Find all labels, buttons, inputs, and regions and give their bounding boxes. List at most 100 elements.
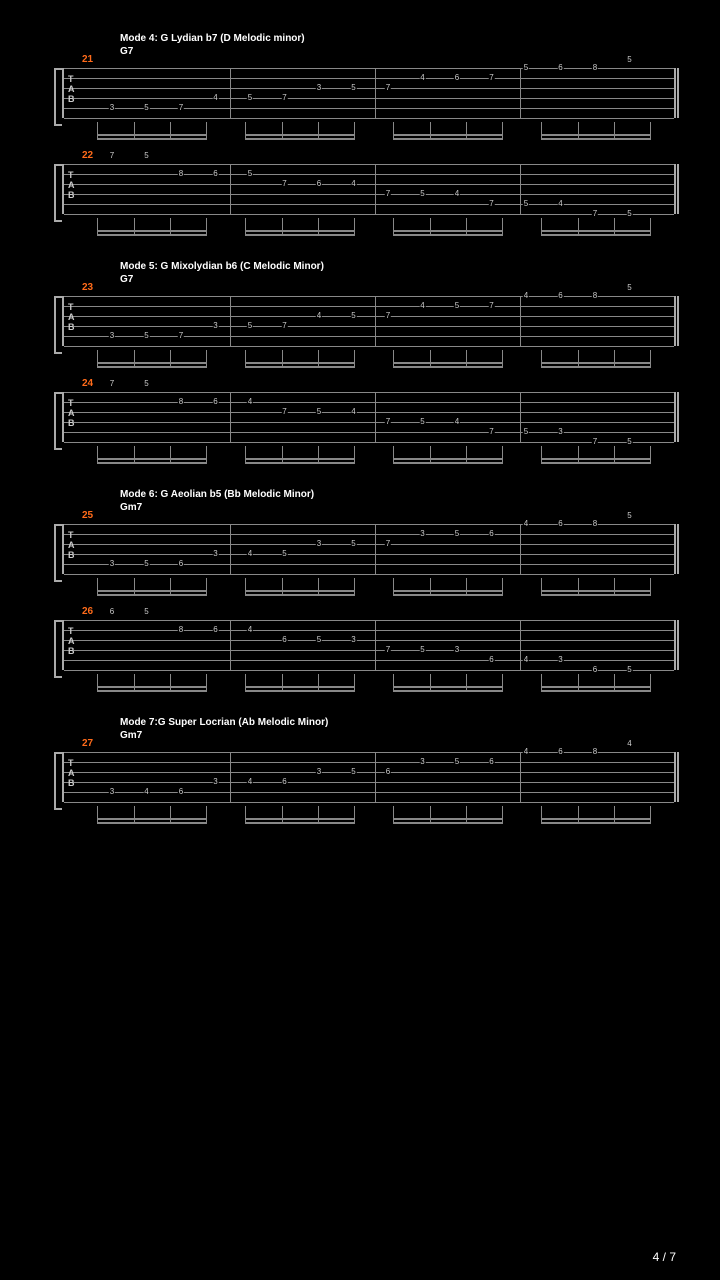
beam-group xyxy=(245,674,354,692)
mode-section: Mode 7:G Super Locrian (Ab Melodic Minor… xyxy=(44,716,676,810)
beam-group xyxy=(97,446,206,464)
fret-number: 5 xyxy=(523,428,529,436)
fret-number: 4 xyxy=(316,312,322,320)
tab-string xyxy=(64,164,674,165)
fret-number: 4 xyxy=(350,408,356,416)
tab-staff: TAB3574573574675685 xyxy=(62,68,676,118)
fret-number: 6 xyxy=(281,636,287,644)
fret-number: 4 xyxy=(523,292,529,300)
tab-string xyxy=(64,660,674,661)
barline xyxy=(375,620,376,670)
staff-bracket xyxy=(54,620,62,678)
fret-number: 3 xyxy=(316,84,322,92)
measure-number: 26 xyxy=(82,606,93,617)
barline xyxy=(375,296,376,346)
fret-number: 4 xyxy=(350,180,356,188)
tab-string xyxy=(64,762,674,763)
tab-string xyxy=(64,432,674,433)
measure-number: 24 xyxy=(82,378,93,389)
tab-string xyxy=(64,640,674,641)
fret-number: 7 xyxy=(281,180,287,188)
barline xyxy=(375,524,376,574)
tab-string xyxy=(64,772,674,773)
fret-number: 7 xyxy=(178,104,184,112)
measure-number: 21 xyxy=(82,54,93,65)
beam-group xyxy=(245,446,354,464)
fret-number: 6 xyxy=(592,666,598,674)
fret-number: 6 xyxy=(212,626,218,634)
fret-number: 7 xyxy=(281,94,287,102)
beam-group xyxy=(245,122,354,140)
fret-number: 3 xyxy=(557,656,563,664)
fret-number: 5 xyxy=(143,380,149,388)
fret-number: 3 xyxy=(454,646,460,654)
tab-string xyxy=(64,752,674,753)
tab-string xyxy=(64,442,674,443)
fret-number: 3 xyxy=(316,540,322,548)
fret-number: 4 xyxy=(143,788,149,796)
fret-number: 6 xyxy=(178,560,184,568)
tab-string xyxy=(64,346,674,347)
fret-number: 4 xyxy=(419,74,425,82)
fret-number: 5 xyxy=(247,94,253,102)
fret-number: 7 xyxy=(488,302,494,310)
tab-string xyxy=(64,214,674,215)
fret-number: 4 xyxy=(626,740,632,748)
mode-title: Mode 5: G Mixolydian b6 (C Melodic Minor… xyxy=(120,260,676,273)
fret-number: 4 xyxy=(419,302,425,310)
fret-number: 5 xyxy=(626,666,632,674)
fret-number: 6 xyxy=(212,398,218,406)
tab-staff: TAB3463463563564684 xyxy=(62,752,676,802)
barline xyxy=(520,752,521,802)
fret-number: 6 xyxy=(488,758,494,766)
tab-string xyxy=(64,650,674,651)
barline xyxy=(520,164,521,214)
barline xyxy=(375,392,376,442)
tab-string xyxy=(64,670,674,671)
fret-number: 3 xyxy=(316,768,322,776)
beam-group xyxy=(97,674,206,692)
fret-number: 3 xyxy=(350,636,356,644)
mode-header: Mode 4: G Lydian b7 (D Melodic minor)G7 xyxy=(120,32,676,58)
fret-number: 3 xyxy=(557,428,563,436)
fret-number: 3 xyxy=(419,530,425,538)
tab-string xyxy=(64,108,674,109)
beam-group xyxy=(393,578,502,596)
fret-number: 8 xyxy=(592,292,598,300)
fret-number: 4 xyxy=(523,656,529,664)
tab-string xyxy=(64,534,674,535)
tab-string xyxy=(64,194,674,195)
tab-string xyxy=(64,118,674,119)
tab-string xyxy=(64,326,674,327)
fret-number: 5 xyxy=(143,560,149,568)
barline xyxy=(230,524,231,574)
fret-number: 4 xyxy=(523,520,529,528)
staff-bracket xyxy=(54,752,62,810)
mode-header: Mode 7:G Super Locrian (Ab Melodic Minor… xyxy=(120,716,676,742)
fret-number: 4 xyxy=(212,94,218,102)
fret-number: 7 xyxy=(592,210,598,218)
fret-number: 5 xyxy=(454,302,460,310)
fret-number: 5 xyxy=(143,608,149,616)
beam-group xyxy=(541,674,650,692)
beam-group xyxy=(541,218,650,236)
fret-number: 7 xyxy=(385,540,391,548)
fret-number: 7 xyxy=(488,200,494,208)
fret-number: 4 xyxy=(247,550,253,558)
fret-number: 6 xyxy=(212,170,218,178)
staff-bracket xyxy=(54,296,62,354)
fret-number: 5 xyxy=(350,768,356,776)
fret-number: 5 xyxy=(281,550,287,558)
mode-title: Mode 4: G Lydian b7 (D Melodic minor) xyxy=(120,32,676,45)
mode-chord: Gm7 xyxy=(120,729,676,742)
tab-string xyxy=(64,174,674,175)
fret-number: 6 xyxy=(109,608,115,616)
fret-number: 7 xyxy=(385,418,391,426)
fret-number: 6 xyxy=(178,788,184,796)
measure-number: 22 xyxy=(82,150,93,161)
tab-clef-label: TAB xyxy=(68,530,74,560)
tab-string xyxy=(64,316,674,317)
fret-number: 3 xyxy=(212,778,218,786)
tab-measure: 25TAB3563453573564685 xyxy=(54,524,676,582)
fret-number: 5 xyxy=(523,200,529,208)
